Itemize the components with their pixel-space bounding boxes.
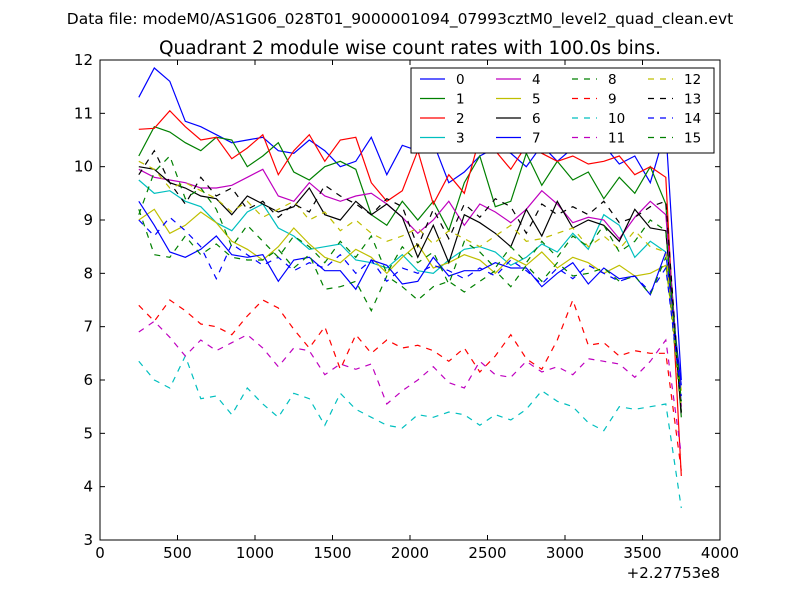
figure-suptitle: Data file: modeM0/AS1G06_028T01_90000010…: [67, 10, 733, 29]
legend-label-2: 2: [456, 111, 465, 127]
legend-label-6: 6: [532, 111, 541, 127]
series-line-14: [138, 216, 682, 397]
series-line-15: [138, 154, 682, 402]
series-layer: [138, 67, 682, 509]
legend-label-5: 5: [532, 92, 541, 108]
chart-title: Quadrant 2 module wise count rates with …: [159, 38, 661, 59]
y-tick-label: 5: [83, 424, 93, 442]
y-tick-label: 6: [83, 371, 93, 389]
legend-label-14: 14: [684, 111, 701, 127]
series-line-6: [138, 166, 682, 413]
legend-label-9: 9: [608, 92, 617, 108]
x-tick-label: 4000: [701, 544, 739, 562]
series-line-7: [138, 200, 682, 386]
y-tick-label: 8: [83, 264, 93, 282]
series-line-1: [138, 125, 682, 418]
x-tick-label: 0: [95, 544, 105, 562]
legend-label-1: 1: [456, 92, 465, 108]
legend-box: [410, 67, 715, 154]
x-tick-label: 3000: [546, 544, 584, 562]
y-tick-label: 12: [74, 51, 93, 69]
x-tick-label: 1500: [313, 544, 351, 562]
y-tick-label: 9: [83, 211, 93, 229]
y-tick-label: 11: [74, 104, 93, 122]
legend-label-11: 11: [608, 131, 625, 147]
legend-label-4: 4: [532, 72, 541, 88]
series-line-2: [138, 109, 682, 477]
y-tick-label: 10: [74, 158, 93, 176]
legend-label-13: 13: [684, 92, 701, 108]
x-tick-label: 500: [163, 544, 192, 562]
legend-label-8: 8: [608, 72, 617, 88]
legend-label-7: 7: [532, 131, 541, 147]
series-line-13: [138, 149, 682, 415]
x-tick-label: 3500: [623, 544, 661, 562]
legend-label-10: 10: [608, 111, 625, 127]
axis-ticks: 0 500 1000 1500 2000 2500 3000 3500 4000 3 4 5 6 7 8 9 1…: [74, 51, 739, 562]
y-tick-label: 3: [83, 531, 93, 549]
x-tick-label: 2000: [391, 544, 429, 562]
legend-label-0: 0: [456, 72, 465, 88]
legend-label-12: 12: [684, 72, 701, 88]
x-axis-offset-label: +2.27753e8: [627, 564, 720, 582]
legend-label-3: 3: [456, 131, 465, 147]
y-tick-label: 7: [83, 318, 93, 336]
series-line-11: [138, 320, 682, 455]
x-tick-label: 1000: [236, 544, 274, 562]
series-line-5: [138, 208, 682, 391]
y-tick-label: 4: [83, 478, 93, 496]
legend-label-15: 15: [684, 131, 701, 147]
x-tick-label: 2500: [468, 544, 506, 562]
series-line-10: [138, 354, 682, 509]
series-line-12: [138, 160, 682, 407]
